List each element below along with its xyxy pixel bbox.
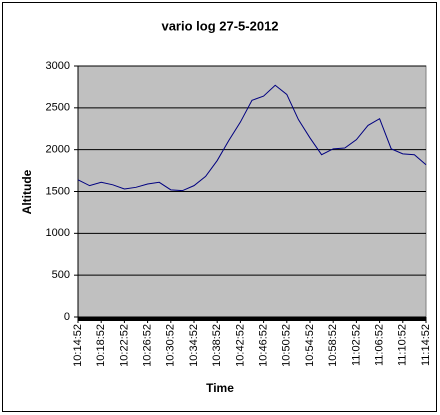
x-axis-band: [78, 317, 426, 321]
chart-title: vario log 27-5-2012: [161, 18, 278, 33]
x-axis-title: Time: [206, 381, 234, 395]
y-tick-label: 2000: [46, 144, 70, 156]
y-tick-label: 500: [52, 269, 70, 281]
x-tick-label: 10:22:52: [118, 324, 130, 367]
x-tick-label: 11:10:52: [397, 324, 409, 366]
x-tick-label: 10:50:52: [281, 324, 293, 367]
x-tick-label: 10:38:52: [211, 324, 223, 367]
x-tick-label: 10:26:52: [142, 324, 154, 367]
x-tick-label: 10:54:52: [304, 324, 316, 367]
y-tick-label: 0: [64, 311, 70, 323]
y-tick-label: 3000: [46, 60, 70, 72]
y-tick-label: 2500: [46, 102, 70, 114]
line-series: [77, 84, 427, 192]
x-tick-label: 10:34:52: [188, 324, 200, 367]
x-tick-label: 10:30:52: [165, 324, 177, 367]
y-tick-label: 1500: [46, 185, 70, 197]
y-axis-title: Altitude: [20, 169, 34, 214]
y-tick-label: 1000: [46, 227, 70, 239]
x-tick-label: 11:14:52: [420, 324, 432, 366]
x-tick-label: 10:18:52: [95, 324, 107, 367]
x-tick-label: 11:06:52: [374, 324, 386, 366]
x-tick-label: 10:14:52: [72, 324, 84, 367]
x-tick-label: 11:02:52: [350, 324, 362, 366]
x-tick-label: 10:42:52: [234, 324, 246, 367]
x-tick-label: 10:58:52: [327, 324, 339, 367]
x-tick-label: 10:46:52: [258, 324, 270, 367]
